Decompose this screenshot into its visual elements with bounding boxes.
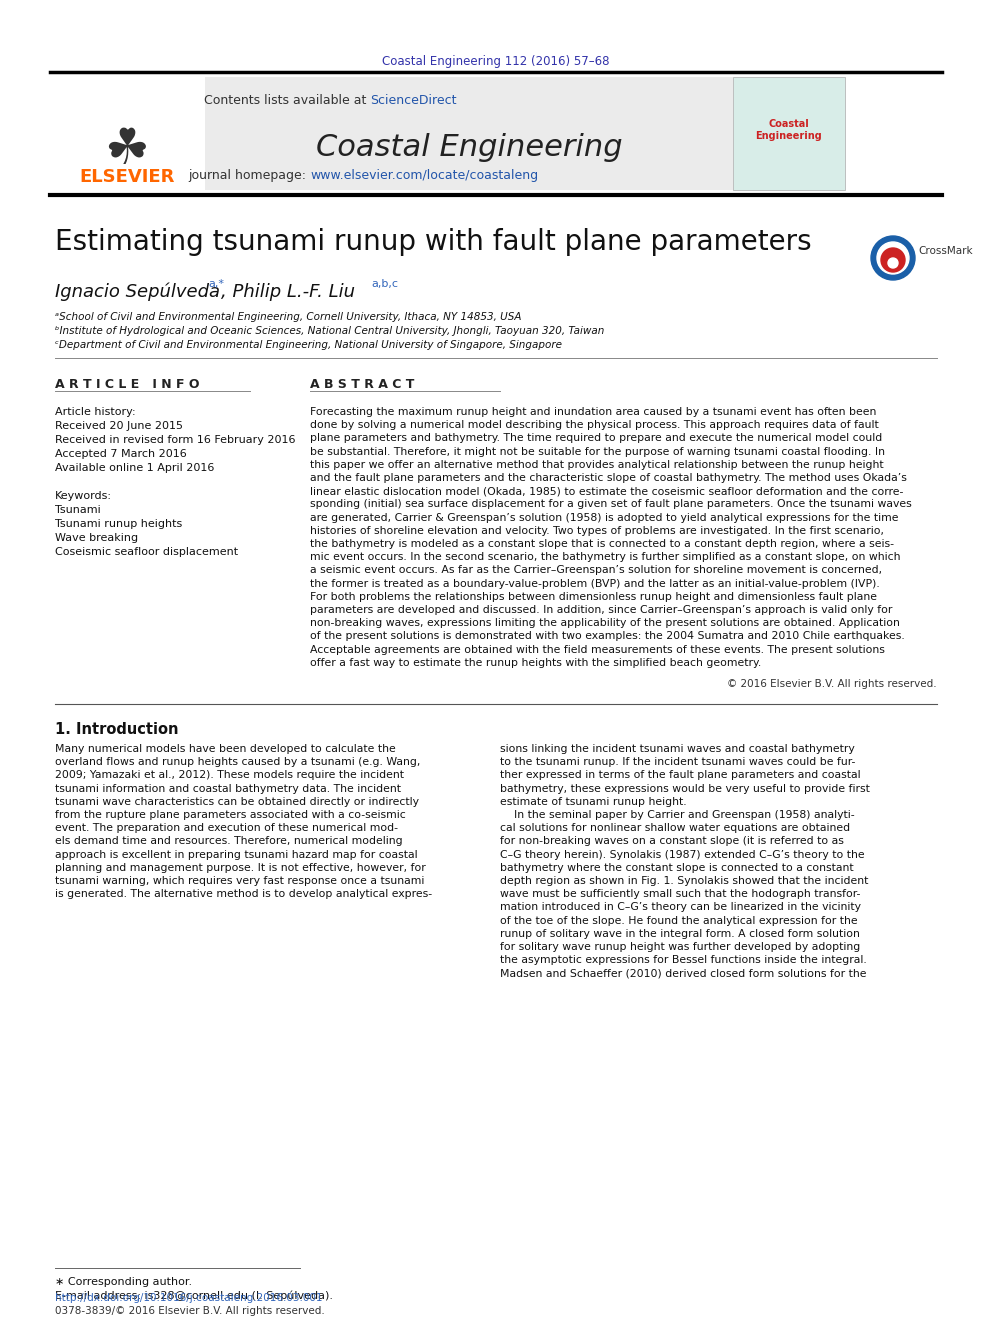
Text: Available online 1 April 2016: Available online 1 April 2016 xyxy=(55,463,214,474)
Text: non-breaking waves, expressions limiting the applicability of the present soluti: non-breaking waves, expressions limiting… xyxy=(310,618,900,628)
Text: sions linking the incident tsunami waves and coastal bathymetry: sions linking the incident tsunami waves… xyxy=(500,744,855,754)
Text: tsunami warning, which requires very fast response once a tsunami: tsunami warning, which requires very fas… xyxy=(55,876,425,886)
Text: Tsunami runup heights: Tsunami runup heights xyxy=(55,519,183,529)
Text: bathymetry, these expressions would be very useful to provide first: bathymetry, these expressions would be v… xyxy=(500,783,870,794)
Text: Estimating tsunami runup with fault plane parameters: Estimating tsunami runup with fault plan… xyxy=(55,228,811,255)
Text: A R T I C L E   I N F O: A R T I C L E I N F O xyxy=(55,377,199,390)
Text: depth region as shown in Fig. 1. Synolakis showed that the incident: depth region as shown in Fig. 1. Synolak… xyxy=(500,876,868,886)
Bar xyxy=(205,77,733,191)
Text: the former is treated as a boundary-value-problem (BVP) and the latter as an ini: the former is treated as a boundary-valu… xyxy=(310,578,880,589)
Text: histories of shoreline elevation and velocity. Two types of problems are investi: histories of shoreline elevation and vel… xyxy=(310,525,884,536)
Text: done by solving a numerical model describing the physical process. This approach: done by solving a numerical model descri… xyxy=(310,421,879,430)
Text: the bathymetry is modeled as a constant slope that is connected to a constant de: the bathymetry is modeled as a constant … xyxy=(310,538,894,549)
Text: 0378-3839/© 2016 Elsevier B.V. All rights reserved.: 0378-3839/© 2016 Elsevier B.V. All right… xyxy=(55,1306,324,1316)
Text: Coastal Engineering 112 (2016) 57–68: Coastal Engineering 112 (2016) 57–68 xyxy=(382,56,610,69)
Text: Coseismic seafloor displacement: Coseismic seafloor displacement xyxy=(55,546,238,557)
Text: of the present solutions is demonstrated with two examples: the 2004 Sumatra and: of the present solutions is demonstrated… xyxy=(310,631,905,642)
Text: bathymetry where the constant slope is connected to a constant: bathymetry where the constant slope is c… xyxy=(500,863,854,873)
Text: for non-breaking waves on a constant slope (it is referred to as: for non-breaking waves on a constant slo… xyxy=(500,836,844,847)
Text: wave must be sufficiently small such that the hodograph transfor-: wave must be sufficiently small such tha… xyxy=(500,889,860,900)
Bar xyxy=(50,77,205,191)
Text: the asymptotic expressions for Bessel functions inside the integral.: the asymptotic expressions for Bessel fu… xyxy=(500,955,867,966)
Text: Contents lists available at: Contents lists available at xyxy=(203,94,370,106)
Text: E-mail address: is328@cornell.edu (I. Sepúlveda).: E-mail address: is328@cornell.edu (I. Se… xyxy=(55,1291,333,1302)
Text: Article history:: Article history: xyxy=(55,407,136,417)
Text: plane parameters and bathymetry. The time required to prepare and execute the nu: plane parameters and bathymetry. The tim… xyxy=(310,434,882,443)
Text: www.elsevier.com/locate/coastaleng: www.elsevier.com/locate/coastaleng xyxy=(310,168,538,181)
Text: mation introduced in C–G’s theory can be linearized in the vicinity: mation introduced in C–G’s theory can be… xyxy=(500,902,861,913)
Text: be substantial. Therefore, it might not be suitable for the purpose of warning t: be substantial. Therefore, it might not … xyxy=(310,447,885,456)
Text: and the fault plane parameters and the characteristic slope of coastal bathymetr: and the fault plane parameters and the c… xyxy=(310,474,907,483)
Text: A B S T R A C T: A B S T R A C T xyxy=(310,377,415,390)
Text: overland flows and runup heights caused by a tsunami (e.g. Wang,: overland flows and runup heights caused … xyxy=(55,757,421,767)
Circle shape xyxy=(881,247,905,273)
Text: CrossMark: CrossMark xyxy=(918,246,972,255)
Text: journal homepage:: journal homepage: xyxy=(188,168,310,181)
Text: Forecasting the maximum runup height and inundation area caused by a tsunami eve: Forecasting the maximum runup height and… xyxy=(310,407,876,417)
Text: In the seminal paper by Carrier and Greenspan (1958) analyti-: In the seminal paper by Carrier and Gree… xyxy=(500,810,855,820)
Text: from the rupture plane parameters associated with a co-seismic: from the rupture plane parameters associ… xyxy=(55,810,406,820)
Text: Tsunami: Tsunami xyxy=(55,505,101,515)
Text: planning and management purpose. It is not effective, however, for: planning and management purpose. It is n… xyxy=(55,863,426,873)
Text: cal solutions for nonlinear shallow water equations are obtained: cal solutions for nonlinear shallow wate… xyxy=(500,823,850,833)
Text: is generated. The alternative method is to develop analytical expres-: is generated. The alternative method is … xyxy=(55,889,433,900)
Text: For both problems the relationships between dimensionless runup height and dimen: For both problems the relationships betw… xyxy=(310,591,877,602)
Text: runup of solitary wave in the integral form. A closed form solution: runup of solitary wave in the integral f… xyxy=(500,929,860,939)
Text: a,*: a,* xyxy=(208,279,224,288)
Text: Received in revised form 16 February 2016: Received in revised form 16 February 201… xyxy=(55,435,296,445)
Circle shape xyxy=(877,242,909,274)
Text: to the tsunami runup. If the incident tsunami waves could be fur-: to the tsunami runup. If the incident ts… xyxy=(500,757,855,767)
Text: Madsen and Schaeffer (2010) derived closed form solutions for the: Madsen and Schaeffer (2010) derived clos… xyxy=(500,968,866,979)
Bar xyxy=(733,77,845,191)
Text: tsunami information and coastal bathymetry data. The incident: tsunami information and coastal bathymet… xyxy=(55,783,401,794)
Text: ther expressed in terms of the fault plane parameters and coastal: ther expressed in terms of the fault pla… xyxy=(500,770,861,781)
Text: Ignacio Sepúlveda: Ignacio Sepúlveda xyxy=(55,283,220,302)
Text: of the toe of the slope. He found the analytical expression for the: of the toe of the slope. He found the an… xyxy=(500,916,858,926)
Text: are generated, Carrier & Greenspan’s solution (1958) is adopted to yield analyti: are generated, Carrier & Greenspan’s sol… xyxy=(310,512,899,523)
Text: parameters are developed and discussed. In addition, since Carrier–Greenspan’s a: parameters are developed and discussed. … xyxy=(310,605,893,615)
Text: sponding (initial) sea surface displacement for a given set of fault plane param: sponding (initial) sea surface displacem… xyxy=(310,499,912,509)
Text: ☘: ☘ xyxy=(104,126,150,175)
Text: Many numerical models have been developed to calculate the: Many numerical models have been develope… xyxy=(55,744,396,754)
Text: © 2016 Elsevier B.V. All rights reserved.: © 2016 Elsevier B.V. All rights reserved… xyxy=(727,679,937,689)
Text: , Philip L.-F. Liu: , Philip L.-F. Liu xyxy=(221,283,355,302)
Text: ᵃSchool of Civil and Environmental Engineering, Cornell University, Ithaca, NY 1: ᵃSchool of Civil and Environmental Engin… xyxy=(55,312,522,321)
Text: 1. Introduction: 1. Introduction xyxy=(55,721,179,737)
Text: mic event occurs. In the second scenario, the bathymetry is further simplified a: mic event occurs. In the second scenario… xyxy=(310,552,901,562)
Text: this paper we offer an alternative method that provides analytical relationship : this paper we offer an alternative metho… xyxy=(310,460,884,470)
Text: Acceptable agreements are obtained with the field measurements of these events. : Acceptable agreements are obtained with … xyxy=(310,644,885,655)
Text: for solitary wave runup height was further developed by adopting: for solitary wave runup height was furth… xyxy=(500,942,860,953)
Text: els demand time and resources. Therefore, numerical modeling: els demand time and resources. Therefore… xyxy=(55,836,403,847)
Text: Keywords:: Keywords: xyxy=(55,491,112,501)
Text: ᵇInstitute of Hydrological and Oceanic Sciences, National Central University, Jh: ᵇInstitute of Hydrological and Oceanic S… xyxy=(55,325,604,336)
Text: ELSEVIER: ELSEVIER xyxy=(79,168,175,187)
Text: ᶜDepartment of Civil and Environmental Engineering, National University of Singa: ᶜDepartment of Civil and Environmental E… xyxy=(55,340,562,351)
Text: ∗ Corresponding author.: ∗ Corresponding author. xyxy=(55,1277,192,1287)
Text: a,b,c: a,b,c xyxy=(371,279,398,288)
Text: C–G theory herein). Synolakis (1987) extended C–G’s theory to the: C–G theory herein). Synolakis (1987) ext… xyxy=(500,849,865,860)
Text: offer a fast way to estimate the runup heights with the simplified beach geometr: offer a fast way to estimate the runup h… xyxy=(310,658,761,668)
Circle shape xyxy=(888,258,898,269)
Text: estimate of tsunami runup height.: estimate of tsunami runup height. xyxy=(500,796,686,807)
Text: event. The preparation and execution of these numerical mod-: event. The preparation and execution of … xyxy=(55,823,398,833)
Text: http://dx.doi.org/10.1016/j.coastaleng.2016.03.001: http://dx.doi.org/10.1016/j.coastaleng.2… xyxy=(55,1293,322,1303)
Text: Accepted 7 March 2016: Accepted 7 March 2016 xyxy=(55,448,186,459)
Circle shape xyxy=(871,235,915,280)
Text: Coastal
Engineering: Coastal Engineering xyxy=(756,119,822,140)
Text: Coastal Engineering: Coastal Engineering xyxy=(315,134,622,163)
Text: ScienceDirect: ScienceDirect xyxy=(370,94,456,106)
Text: tsunami wave characteristics can be obtained directly or indirectly: tsunami wave characteristics can be obta… xyxy=(55,796,419,807)
Text: 2009; Yamazaki et al., 2012). These models require the incident: 2009; Yamazaki et al., 2012). These mode… xyxy=(55,770,404,781)
Text: linear elastic dislocation model (Okada, 1985) to estimate the coseismic seafloo: linear elastic dislocation model (Okada,… xyxy=(310,486,904,496)
Text: Wave breaking: Wave breaking xyxy=(55,533,138,542)
Text: approach is excellent in preparing tsunami hazard map for coastal: approach is excellent in preparing tsuna… xyxy=(55,849,418,860)
Text: Received 20 June 2015: Received 20 June 2015 xyxy=(55,421,183,431)
Text: a seismic event occurs. As far as the Carrier–Greenspan’s solution for shoreline: a seismic event occurs. As far as the Ca… xyxy=(310,565,882,576)
